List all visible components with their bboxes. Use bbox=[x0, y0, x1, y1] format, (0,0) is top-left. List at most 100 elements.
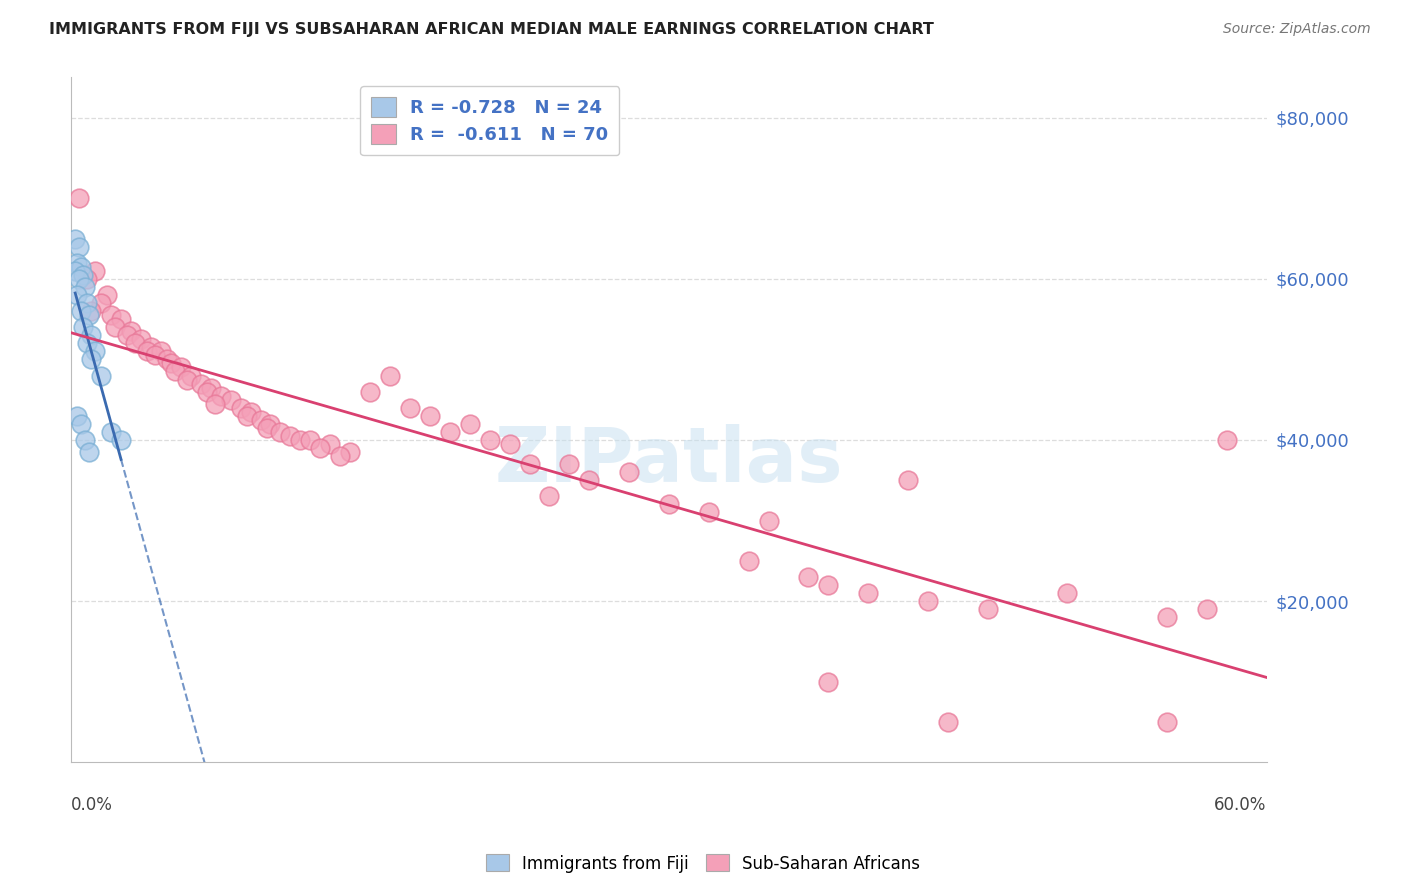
Point bbox=[124, 336, 146, 351]
Point bbox=[538, 489, 561, 503]
Point bbox=[66, 409, 89, 423]
Point bbox=[110, 433, 132, 447]
Point bbox=[478, 433, 501, 447]
Text: 60.0%: 60.0% bbox=[1215, 797, 1267, 814]
Point bbox=[70, 260, 93, 274]
Point bbox=[66, 288, 89, 302]
Point bbox=[498, 437, 520, 451]
Point bbox=[100, 425, 122, 439]
Point bbox=[190, 376, 212, 391]
Point bbox=[797, 570, 820, 584]
Legend: R = -0.728   N = 24, R =  -0.611   N = 70: R = -0.728 N = 24, R = -0.611 N = 70 bbox=[360, 87, 620, 155]
Point bbox=[160, 356, 183, 370]
Point bbox=[75, 433, 97, 447]
Point bbox=[70, 304, 93, 318]
Point bbox=[817, 578, 839, 592]
Point bbox=[180, 368, 202, 383]
Legend: Immigrants from Fiji, Sub-Saharan Africans: Immigrants from Fiji, Sub-Saharan Africa… bbox=[479, 847, 927, 880]
Point bbox=[84, 344, 107, 359]
Point bbox=[65, 264, 87, 278]
Point bbox=[239, 405, 262, 419]
Point bbox=[120, 324, 142, 338]
Point bbox=[77, 445, 100, 459]
Text: Source: ZipAtlas.com: Source: ZipAtlas.com bbox=[1223, 22, 1371, 37]
Point bbox=[80, 328, 103, 343]
Point bbox=[100, 308, 122, 322]
Point bbox=[80, 352, 103, 367]
Point bbox=[519, 457, 541, 471]
Point bbox=[290, 433, 312, 447]
Point bbox=[204, 397, 226, 411]
Point bbox=[737, 554, 759, 568]
Point bbox=[149, 344, 172, 359]
Point bbox=[1156, 610, 1178, 624]
Point bbox=[339, 445, 361, 459]
Point bbox=[558, 457, 581, 471]
Point bbox=[897, 473, 920, 487]
Point bbox=[1195, 602, 1218, 616]
Point bbox=[84, 264, 107, 278]
Point bbox=[104, 320, 127, 334]
Point bbox=[378, 368, 401, 383]
Point bbox=[156, 352, 179, 367]
Point bbox=[439, 425, 461, 439]
Point bbox=[309, 441, 332, 455]
Point bbox=[136, 344, 159, 359]
Point bbox=[129, 332, 152, 346]
Point bbox=[1216, 433, 1239, 447]
Point bbox=[1156, 714, 1178, 729]
Point bbox=[67, 272, 90, 286]
Point bbox=[259, 417, 281, 431]
Point bbox=[195, 384, 218, 399]
Point bbox=[200, 381, 222, 395]
Point bbox=[658, 497, 681, 511]
Point bbox=[66, 256, 89, 270]
Point bbox=[817, 674, 839, 689]
Point bbox=[269, 425, 291, 439]
Point bbox=[163, 364, 186, 378]
Point bbox=[75, 280, 97, 294]
Point bbox=[617, 465, 640, 479]
Point bbox=[170, 360, 193, 375]
Point bbox=[359, 384, 381, 399]
Point bbox=[77, 308, 100, 322]
Point bbox=[299, 433, 322, 447]
Point bbox=[143, 348, 166, 362]
Point bbox=[90, 368, 112, 383]
Point bbox=[176, 373, 198, 387]
Text: IMMIGRANTS FROM FIJI VS SUBSAHARAN AFRICAN MEDIAN MALE EARNINGS CORRELATION CHAR: IMMIGRANTS FROM FIJI VS SUBSAHARAN AFRIC… bbox=[49, 22, 934, 37]
Point bbox=[329, 449, 352, 463]
Point bbox=[96, 288, 118, 302]
Point bbox=[110, 312, 132, 326]
Point bbox=[65, 231, 87, 245]
Point bbox=[249, 413, 271, 427]
Point bbox=[139, 340, 162, 354]
Point bbox=[70, 417, 93, 431]
Point bbox=[229, 401, 252, 415]
Point bbox=[256, 421, 278, 435]
Text: 0.0%: 0.0% bbox=[72, 797, 112, 814]
Point bbox=[115, 328, 138, 343]
Point bbox=[235, 409, 257, 423]
Point bbox=[419, 409, 441, 423]
Point bbox=[399, 401, 422, 415]
Point bbox=[67, 239, 90, 253]
Point bbox=[90, 296, 112, 310]
Point bbox=[917, 594, 939, 608]
Text: ZIPatlas: ZIPatlas bbox=[495, 424, 844, 498]
Point bbox=[80, 304, 103, 318]
Point bbox=[76, 296, 98, 310]
Point bbox=[977, 602, 1000, 616]
Point bbox=[578, 473, 600, 487]
Point bbox=[936, 714, 959, 729]
Point bbox=[280, 429, 302, 443]
Point bbox=[1056, 586, 1078, 600]
Point bbox=[76, 336, 98, 351]
Point bbox=[209, 389, 232, 403]
Point bbox=[219, 392, 242, 407]
Point bbox=[72, 268, 94, 282]
Point bbox=[858, 586, 880, 600]
Point bbox=[67, 191, 90, 205]
Point bbox=[319, 437, 342, 451]
Point bbox=[72, 320, 94, 334]
